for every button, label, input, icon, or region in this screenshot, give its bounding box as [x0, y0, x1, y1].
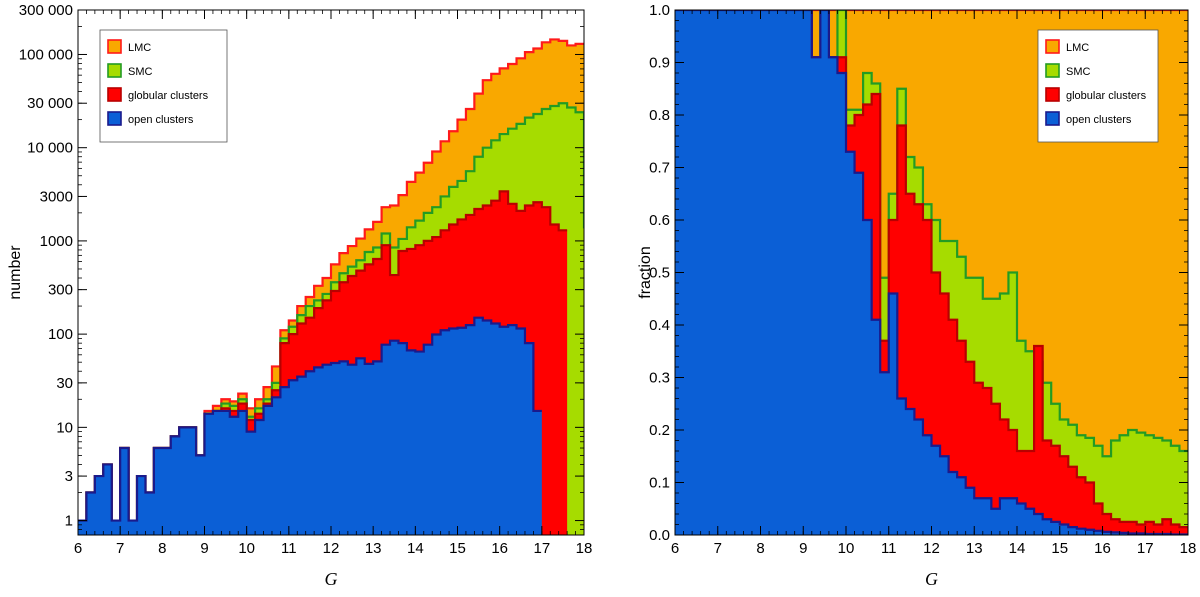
x-tick-label: 11 — [881, 540, 897, 557]
y-tick-label: 0.5 — [649, 265, 670, 282]
legend-label-globular-clusters: globular clusters — [1066, 90, 1147, 102]
y-tick-label: 3 — [65, 468, 73, 485]
x-axis-title: G — [325, 569, 338, 589]
x-tick-label: 10 — [838, 540, 855, 557]
y-tick-label: 30 000 — [27, 95, 73, 112]
x-tick-label: 14 — [1009, 540, 1026, 557]
legend: LMC SMC globular clusters open clusters — [99, 29, 228, 143]
y-tick-label: 30 — [56, 375, 73, 392]
legend-label-lmc: LMC — [128, 42, 151, 54]
x-tick-label: 17 — [1137, 540, 1154, 557]
x-tick-label: 7 — [116, 540, 124, 557]
x-tick-label: 13 — [966, 540, 983, 557]
x-tick-label: 15 — [1051, 540, 1068, 557]
y-tick-label: 3000 — [40, 188, 73, 205]
x-tick-label: 7 — [714, 540, 722, 557]
chart-panel-1: 6 7 8 9 10 11 12 13 14 15 16 17 18131030100300100030… — [7, 2, 592, 589]
x-tick-label: 6 — [671, 540, 679, 557]
x-tick-label: 18 — [1180, 540, 1197, 557]
x-tick-label: 16 — [1094, 540, 1111, 557]
y-tick-label: 0.8 — [649, 107, 670, 124]
legend-label-lmc: LMC — [1066, 42, 1089, 54]
x-tick-label: 14 — [407, 540, 424, 557]
y-tick-label: 0.9 — [649, 55, 670, 72]
plot-area — [78, 38, 584, 535]
y-axis-title: fraction — [637, 246, 654, 298]
legend-swatch-globular-clusters — [1045, 87, 1060, 102]
x-tick-label: 15 — [449, 540, 466, 557]
y-tick-label: 0.3 — [649, 370, 670, 387]
legend-swatch-open-clusters — [1045, 111, 1060, 126]
legend-swatch-globular-clusters — [107, 87, 122, 102]
x-tick-label: 17 — [533, 540, 550, 557]
y-tick-label: 100 — [48, 326, 73, 343]
legend-swatch-smc — [1045, 63, 1060, 78]
y-tick-label: 100 000 — [19, 46, 73, 63]
x-tick-label: 16 — [491, 540, 508, 557]
y-tick-label: 1.0 — [649, 2, 670, 19]
legend-swatch-lmc — [1045, 39, 1060, 54]
x-tick-label: 8 — [158, 540, 166, 557]
x-tick-label: 8 — [756, 540, 764, 557]
x-tick-label: 9 — [799, 540, 807, 557]
chart-panel-2: 6 7 8 9 10 11 12 13 14 15 16 17 18 0.0 0.1 0.2 0.3 0.4 0.5… — [637, 2, 1196, 589]
y-tick-label: 0.0 — [649, 527, 670, 544]
area-open-clusters — [675, 10, 1188, 535]
legend-label-smc: SMC — [128, 66, 153, 78]
y-tick-label: 0.6 — [649, 212, 670, 229]
x-axis-title: G — [925, 569, 938, 589]
legend-label-open-clusters: open clusters — [1066, 114, 1132, 126]
x-tick-label: 12 — [923, 540, 940, 557]
x-tick-label: 9 — [200, 540, 208, 557]
legend: LMC SMC globular clusters open clusters — [1037, 29, 1159, 143]
legend-swatch-open-clusters — [107, 111, 122, 126]
y-tick-label: 0.2 — [649, 422, 670, 439]
y-tick-label: 10 000 — [27, 140, 73, 157]
legend-label-open-clusters: open clusters — [128, 114, 194, 126]
y-tick-label: 10 — [56, 419, 73, 436]
y-tick-label: 0.1 — [649, 475, 670, 492]
legend-label-smc: SMC — [1066, 66, 1091, 78]
edge-open-clusters — [78, 316, 542, 522]
y-tick-label: 1000 — [40, 233, 73, 250]
x-tick-label: 11 — [281, 540, 297, 557]
edge-open-clusters — [675, 10, 1188, 535]
y-tick-label: 1 — [65, 513, 73, 530]
y-axis-title: number — [7, 245, 24, 300]
y-tick-label: 0.7 — [649, 160, 670, 177]
x-tick-label: 13 — [365, 540, 382, 557]
y-tick-label: 300 — [48, 282, 73, 299]
legend-label-globular-clusters: globular clusters — [128, 90, 209, 102]
legend-swatch-smc — [107, 63, 122, 78]
x-tick-label: 12 — [323, 540, 340, 557]
legend-swatch-lmc — [107, 39, 122, 54]
area-open-clusters — [78, 317, 542, 535]
x-tick-label: 6 — [74, 540, 82, 557]
y-tick-label: 300 000 — [19, 2, 73, 19]
x-tick-label: 10 — [238, 540, 255, 557]
y-tick-label: 0.4 — [649, 317, 670, 334]
x-tick-label: 18 — [576, 540, 593, 557]
